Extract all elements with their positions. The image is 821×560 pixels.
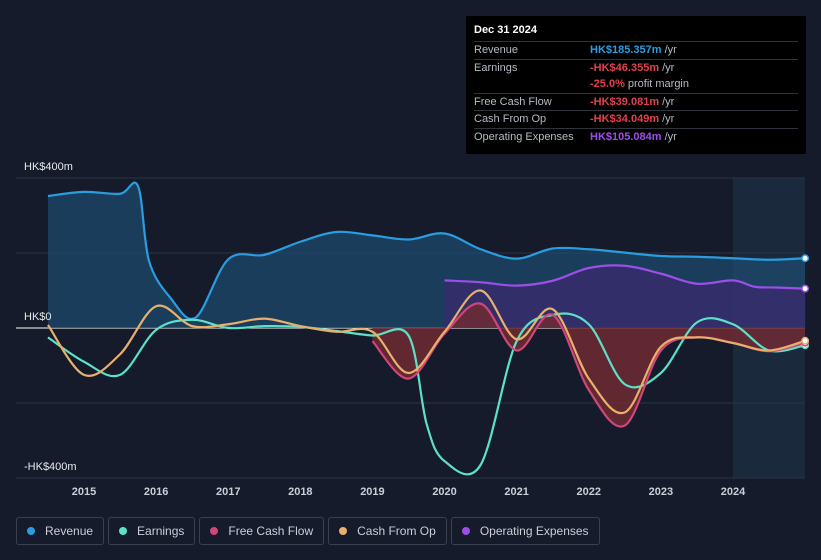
legend-dot-icon (210, 527, 219, 535)
legend-label: Free Cash Flow (228, 524, 314, 538)
y-axis: HK$400m HK$0 -HK$400m (24, 161, 77, 473)
legend-label: Operating Expenses (479, 524, 589, 538)
tooltip-value: -25.0% (590, 78, 625, 91)
tooltip-row: Earnings -HK$46.355m/yr (474, 58, 798, 77)
tooltip-value: -HK$46.355m (590, 61, 660, 74)
tooltip-unit: /yr (662, 95, 675, 108)
tooltip-unit: /yr (662, 61, 675, 74)
revenue-endpoint (801, 254, 810, 263)
x-tick-label: 2017 (216, 486, 240, 498)
operating-expenses-area (444, 265, 806, 328)
tooltip-unit: /yr (664, 130, 677, 143)
tooltip-row: Free Cash Flow -HK$39.081m/yr (474, 92, 798, 111)
earnings-line (47, 312, 806, 476)
data-tooltip: Dec 31 2024 Revenue HK$185.357m/yr Earning… (466, 16, 806, 154)
tooltip-row: -25.0% profit margin (474, 76, 798, 93)
x-tick-label: 2024 (721, 486, 746, 498)
legend-label: Earnings (137, 524, 185, 538)
y-tick-label: HK$0 (24, 311, 52, 323)
legend-label: Revenue (45, 524, 94, 538)
legend-label: Cash From Op (357, 524, 436, 538)
x-tick-label: 2020 (432, 486, 456, 498)
tooltip-unit: /yr (664, 44, 677, 57)
tooltip-label: Cash From Op (474, 113, 547, 126)
tooltip-label: Earnings (474, 61, 518, 74)
revenue-line (47, 181, 806, 320)
x-tick-label: 2015 (72, 486, 96, 498)
tooltip-row: Operating Expenses HK$105.084m/yr (474, 127, 798, 146)
x-tick-label: 2019 (360, 486, 384, 498)
y-tick-label: HK$400m (24, 161, 73, 173)
tooltip-unit: /yr (662, 113, 675, 126)
series-lines (47, 181, 806, 476)
series-fills (47, 182, 806, 427)
legend-dot-icon (339, 527, 348, 535)
operating-expenses-line (444, 264, 806, 290)
legend-dot-icon (119, 527, 128, 535)
legend-item-cash-from-op[interactable]: Cash From Op (328, 517, 447, 545)
legend-dot-icon (27, 527, 35, 535)
tooltip-value: -HK$39.081m (590, 95, 660, 108)
legend-dot-icon (461, 527, 470, 535)
x-tick-label: 2016 (144, 486, 168, 498)
x-tick-label: 2023 (649, 486, 673, 498)
tooltip-unit: profit margin (627, 78, 689, 91)
tooltip-value: HK$105.084m (590, 130, 662, 143)
x-axis: 2015 2016 2017 2018 2019 2020 2021 2022 2023 2024 (72, 486, 746, 498)
legend-item-operating-expenses[interactable]: Operating Expenses (450, 517, 600, 545)
legend-item-revenue[interactable]: Revenue (16, 517, 105, 545)
tooltip-label: Free Cash Flow (474, 95, 552, 108)
x-tick-label: 2022 (577, 486, 601, 498)
operating-expenses-endpoint (801, 284, 810, 293)
y-tick-label: -HK$400m (24, 461, 77, 473)
legend: Revenue Earnings Free Cash Flow Cash From O… (16, 517, 604, 545)
x-tick-label: 2021 (504, 486, 528, 498)
free-cash-flow-area (372, 303, 806, 427)
x-tick-label: 2018 (288, 486, 312, 498)
legend-item-earnings[interactable]: Earnings (108, 517, 196, 545)
tooltip-label: Operating Expenses (474, 130, 574, 143)
tooltip-row: Cash From Op -HK$34.049m/yr (474, 110, 798, 128)
series-endpoints (801, 254, 810, 350)
tooltip-row: Revenue HK$185.357m/yr (474, 41, 798, 59)
cash-from-op-line (47, 289, 806, 415)
tooltip-value: -HK$34.049m (590, 113, 660, 126)
tooltip-value: HK$185.357m (590, 44, 662, 57)
cash-from-op-endpoint (801, 336, 810, 345)
tooltip-date: Dec 31 2024 (474, 24, 537, 36)
tooltip-label: Revenue (474, 44, 519, 57)
legend-item-free-cash-flow[interactable]: Free Cash Flow (199, 517, 325, 545)
